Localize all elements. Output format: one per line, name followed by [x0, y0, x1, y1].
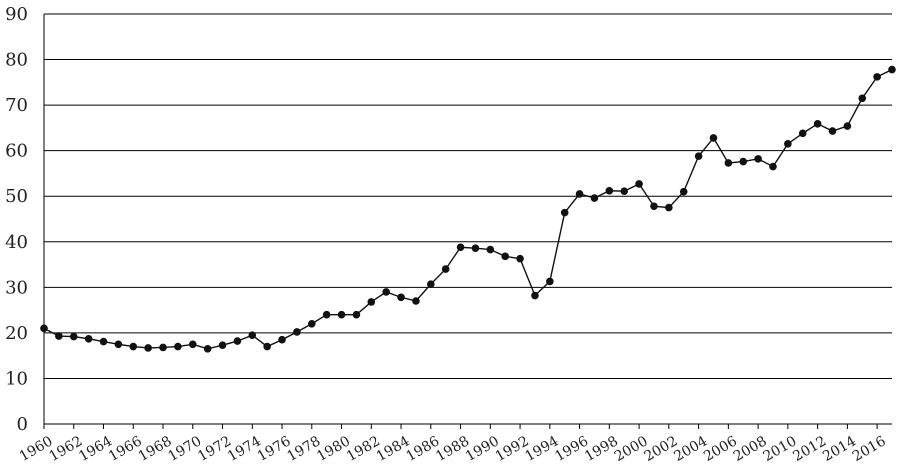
data-point-1984: [397, 293, 405, 302]
data-point-2003: [679, 187, 688, 196]
data-point-1986: [427, 280, 435, 288]
y-tick-label: 60: [5, 141, 28, 162]
data-point-2008: [754, 155, 762, 163]
y-tick-label: 20: [5, 323, 28, 344]
data-point-1960: [40, 324, 48, 333]
y-tick-label: 10: [5, 368, 28, 389]
data-point-2016: [873, 73, 881, 81]
data-point-1969: [174, 342, 182, 351]
data-point-1997: [590, 194, 599, 202]
data-point-1965: [114, 340, 123, 349]
data-point-1995: [560, 208, 569, 217]
data-point-2002: [665, 203, 673, 212]
data-point-1998: [605, 186, 614, 195]
data-point-2006: [724, 159, 733, 167]
data-point-1992: [516, 254, 524, 263]
data-point-1993: [531, 291, 539, 300]
data-point-1985: [412, 297, 420, 305]
data-point-1964: [99, 337, 108, 346]
data-point-1976: [278, 335, 286, 344]
data-point-1980: [337, 310, 346, 319]
data-point-1977: [293, 328, 301, 336]
data-point-2017: [888, 65, 896, 74]
data-point-2013: [828, 127, 837, 135]
y-tick-label: 30: [5, 277, 28, 298]
series-line: [43, 68, 893, 350]
data-point-1970: [188, 340, 197, 349]
data-point-1982: [367, 298, 376, 306]
data-point-1966: [129, 342, 138, 351]
data-point-2007: [739, 157, 748, 166]
x-tick-label: 2016: [850, 433, 889, 465]
data-point-1981: [352, 310, 361, 319]
data-point-1971: [203, 345, 212, 353]
data-point-1994: [546, 277, 554, 286]
y-tick-label: 40: [5, 232, 28, 253]
data-point-1968: [159, 343, 167, 352]
data-point-2015: [858, 94, 867, 103]
data-point-1963: [84, 335, 93, 343]
data-point-2004: [694, 152, 703, 160]
data-point-1989: [471, 244, 480, 252]
data-point-2012: [813, 119, 822, 128]
y-tick-label: 50: [5, 186, 28, 207]
data-point-1990: [486, 245, 495, 254]
data-points: [40, 65, 896, 353]
data-point-1961: [55, 332, 63, 340]
data-point-2014: [843, 122, 852, 130]
data-point-1978: [307, 319, 316, 328]
y-tick-label: 0: [17, 414, 28, 435]
y-tick-label: 70: [5, 95, 28, 116]
data-point-1973: [233, 337, 242, 345]
data-point-2001: [650, 202, 658, 211]
y-axis-tick-labels: 0 10 20 30 40 50 60 70 80 90: [5, 4, 28, 435]
data-point-2005: [709, 134, 718, 142]
data-point-1991: [501, 252, 509, 261]
data-point-1972: [218, 341, 227, 349]
y-tick-label: 80: [5, 50, 28, 71]
y-tick-label: 90: [5, 4, 28, 25]
data-point-2009: [769, 162, 777, 171]
data-point-1962: [69, 332, 78, 341]
data-point-1967: [144, 344, 152, 352]
data-point-1987: [441, 265, 450, 273]
data-point-1975: [263, 342, 271, 351]
x-axis-tick-labels: 1960196219641966196819701972197419761978…: [17, 433, 889, 465]
data-point-2010: [784, 140, 792, 148]
data-point-2000: [635, 180, 643, 188]
data-point-1988: [456, 243, 465, 252]
data-point-1996: [575, 190, 584, 198]
data-point-1979: [322, 310, 331, 319]
data-point-1983: [382, 288, 390, 296]
grid-lines: [43, 13, 892, 429]
data-point-2011: [798, 129, 807, 138]
data-point-1974: [248, 331, 257, 339]
data-point-1999: [620, 187, 629, 196]
